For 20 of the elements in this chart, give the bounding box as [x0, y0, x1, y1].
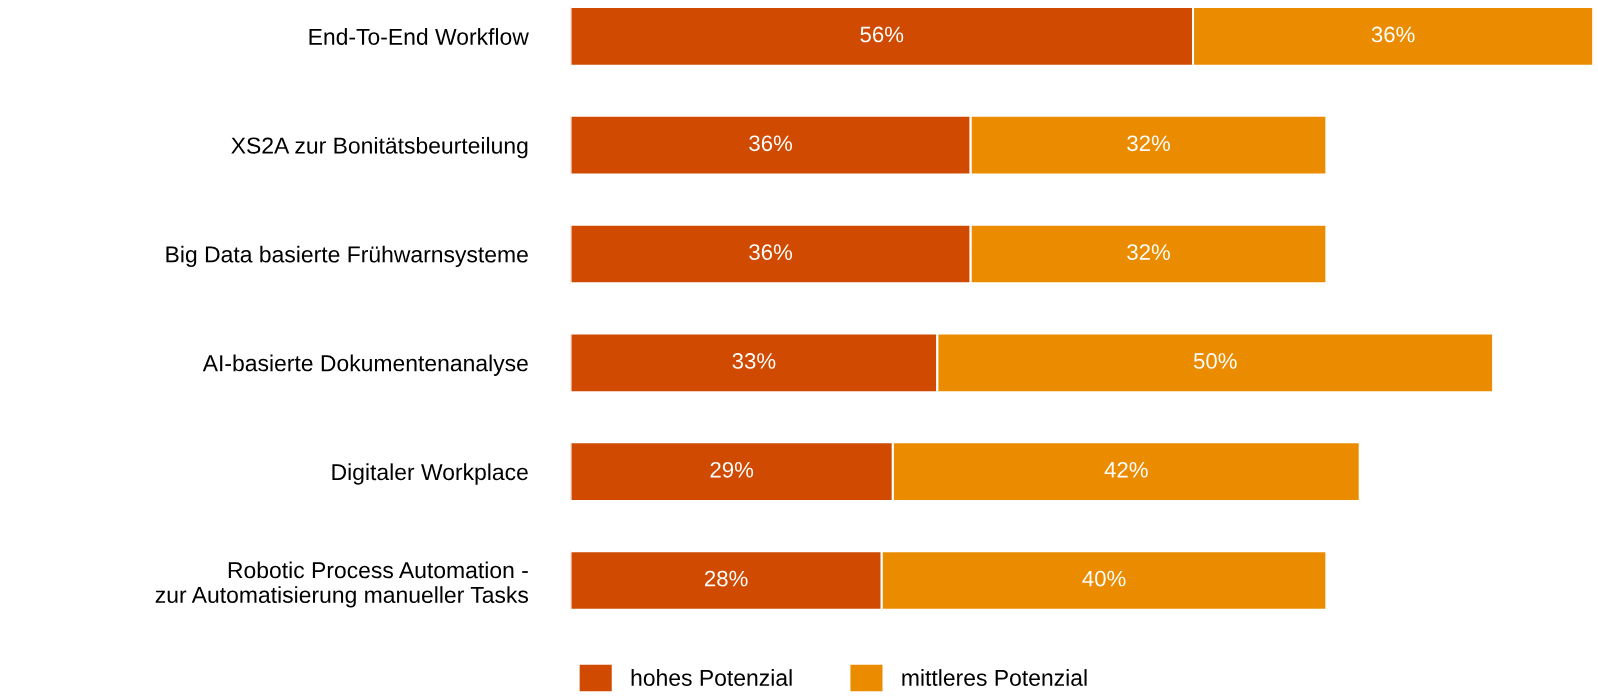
data-label: 56%	[860, 26, 904, 43]
data-label: 32%	[1127, 244, 1170, 260]
y-tick-label: Big Data basierte Frühwarnsysteme	[166, 245, 528, 268]
data-label: 29%	[710, 461, 754, 478]
y-tick-label: Digitaler Workplace	[332, 463, 528, 485]
data-label: 32%	[1127, 135, 1170, 152]
data-label: 42%	[1104, 461, 1148, 478]
data-label: 50%	[1193, 353, 1237, 369]
y-tick-label: End-To-End Workflow	[309, 28, 529, 45]
data-label: 33%	[732, 353, 776, 369]
legend-label: mittleres Potenzial	[902, 669, 1087, 686]
y-tick-label: AI-basierte Dokumentenanalyse	[202, 354, 528, 376]
data-label: 40%	[1082, 570, 1126, 587]
data-label: 36%	[1371, 26, 1415, 43]
data-label: 36%	[749, 244, 793, 260]
data-label: 36%	[749, 135, 793, 152]
legend-label: hohes Potenzial	[631, 669, 792, 686]
y-tick-label: XS2A zur Bonitätsbeurteilung	[231, 136, 528, 159]
data-label: 28%	[705, 570, 748, 587]
y-tick-label: Robotic Process Automation - zur Automatisierung manueller Tasks	[155, 561, 529, 608]
